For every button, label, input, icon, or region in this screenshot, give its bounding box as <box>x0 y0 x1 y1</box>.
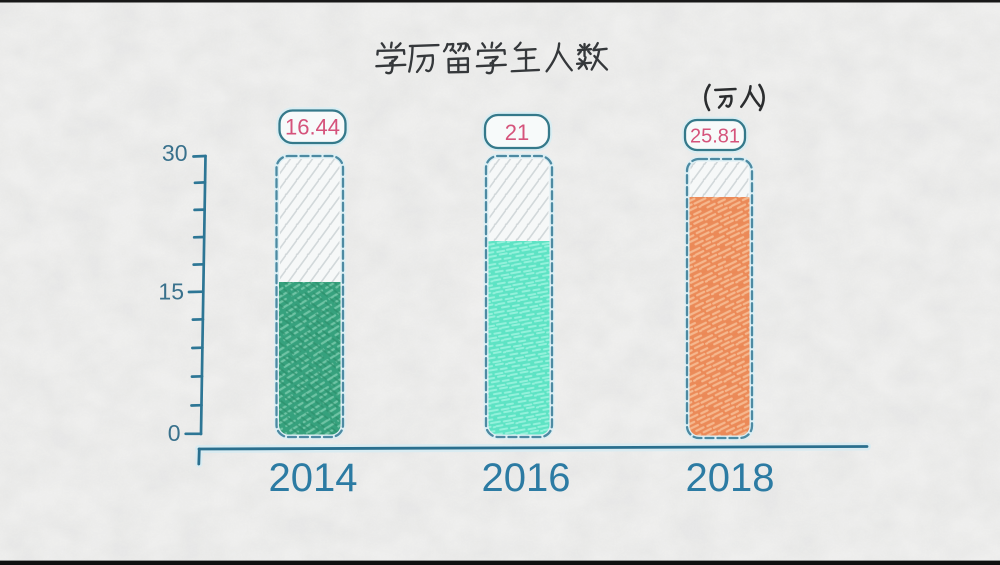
svg-text:25.81: 25.81 <box>690 126 740 148</box>
svg-text:16.44: 16.44 <box>285 115 340 140</box>
svg-text:21: 21 <box>505 120 529 145</box>
svg-text:2014: 2014 <box>269 456 358 500</box>
svg-text:2016: 2016 <box>482 456 571 500</box>
svg-text:30: 30 <box>162 140 188 166</box>
svg-text:2018: 2018 <box>686 456 775 500</box>
svg-text:15: 15 <box>158 279 184 305</box>
svg-text:0: 0 <box>168 420 181 446</box>
